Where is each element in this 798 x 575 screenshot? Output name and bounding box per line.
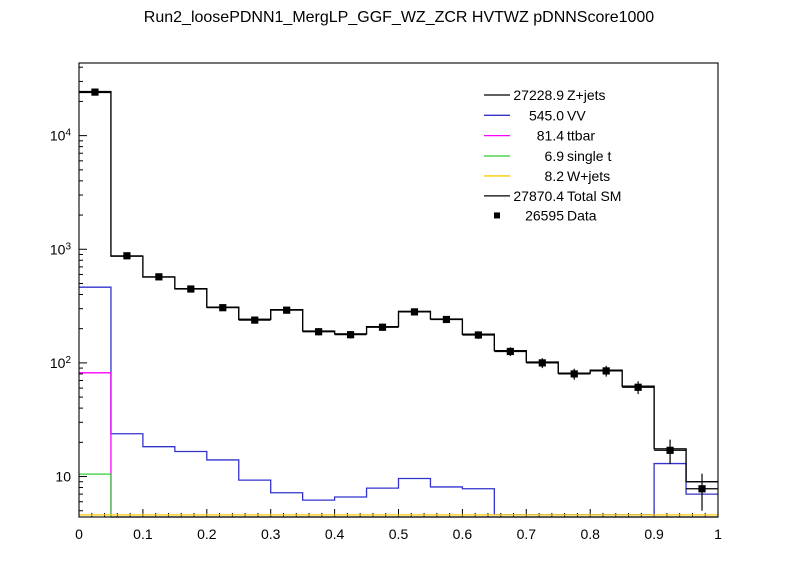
svg-text:W+jets: W+jets xyxy=(567,168,610,184)
svg-text:Data: Data xyxy=(567,207,597,223)
svg-text:1: 1 xyxy=(714,526,722,542)
svg-text:0.6: 0.6 xyxy=(453,526,473,542)
svg-text:0.9: 0.9 xyxy=(644,526,664,542)
svg-text:VV: VV xyxy=(567,107,586,123)
svg-text:0.8: 0.8 xyxy=(580,526,600,542)
svg-text:0.5: 0.5 xyxy=(389,526,409,542)
svg-text:ttbar: ttbar xyxy=(567,128,595,144)
svg-text:0.4: 0.4 xyxy=(325,526,345,542)
svg-text:6.9: 6.9 xyxy=(545,148,565,164)
svg-text:27228.9: 27228.9 xyxy=(513,87,564,103)
svg-text:10: 10 xyxy=(55,469,71,485)
svg-text:Run2_loosePDNN1_MergLP_GGF_WZ_: Run2_loosePDNN1_MergLP_GGF_WZ_ZCR HVTWZ … xyxy=(144,9,654,26)
svg-text:8.2: 8.2 xyxy=(545,168,565,184)
svg-text:81.4: 81.4 xyxy=(537,128,564,144)
svg-text:0.3: 0.3 xyxy=(261,526,281,542)
svg-text:0.2: 0.2 xyxy=(197,526,217,542)
svg-text:single t: single t xyxy=(567,148,611,164)
svg-text:0.7: 0.7 xyxy=(517,526,537,542)
svg-text:545.0: 545.0 xyxy=(529,107,564,123)
svg-text:26595: 26595 xyxy=(525,207,564,223)
svg-text:0.1: 0.1 xyxy=(133,526,153,542)
svg-text:27870.4: 27870.4 xyxy=(513,188,564,204)
svg-text:Z+jets: Z+jets xyxy=(567,87,606,103)
svg-text:Total SM: Total SM xyxy=(567,188,621,204)
svg-text:0: 0 xyxy=(75,526,83,542)
